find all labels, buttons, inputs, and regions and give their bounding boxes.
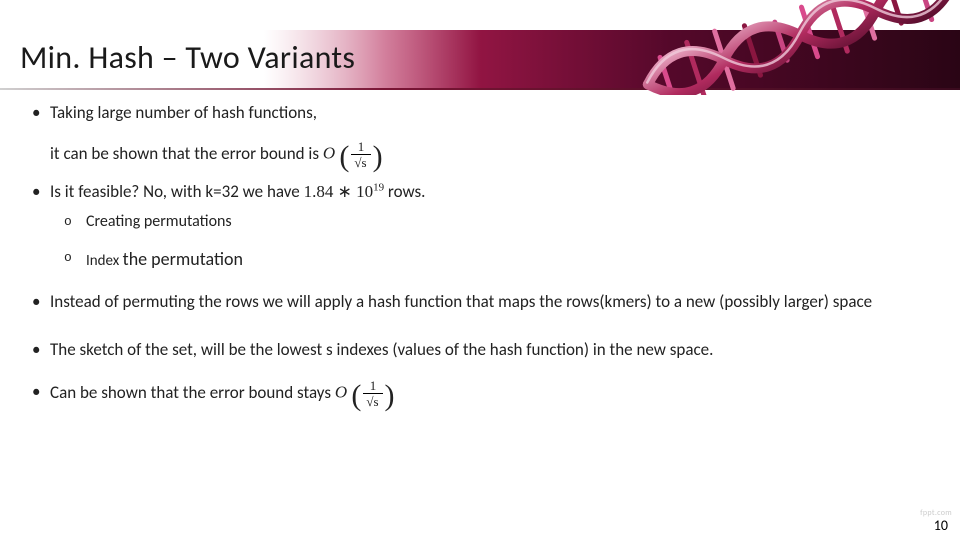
bigO-expression-1: O (1s)	[323, 140, 383, 169]
watermark: fppt.com	[920, 508, 952, 518]
bullet-1: Taking large number of hash functions, i…	[28, 100, 928, 169]
page-number: 10	[934, 517, 948, 534]
bullet-3: Instead of permuting the rows we will ap…	[28, 285, 928, 319]
bullet-1-line2: it can be shown that the error bound is …	[50, 140, 928, 169]
dna-decoration	[620, 0, 960, 95]
bigO-expression-2: O (1s)	[335, 379, 395, 408]
slide-content: Taking large number of hash functions, i…	[28, 100, 928, 420]
sub-bullet-2: Index the permutation	[62, 246, 928, 273]
bullet-4: The sketch of the set, will be the lowes…	[28, 337, 928, 363]
slide-title: Min. Hash – Two Variants	[20, 38, 355, 77]
bullet-5: Can be shown that the error bound stays …	[28, 379, 928, 408]
bullet-2: Is it feasible? No, with k=32 we have 1.…	[28, 179, 928, 274]
sci-notation: 1.84 ∗ 1019	[304, 182, 385, 201]
sub-bullet-1: Creating permutations	[62, 210, 928, 234]
bullet-1-line1: Taking large number of hash functions,	[50, 100, 928, 126]
